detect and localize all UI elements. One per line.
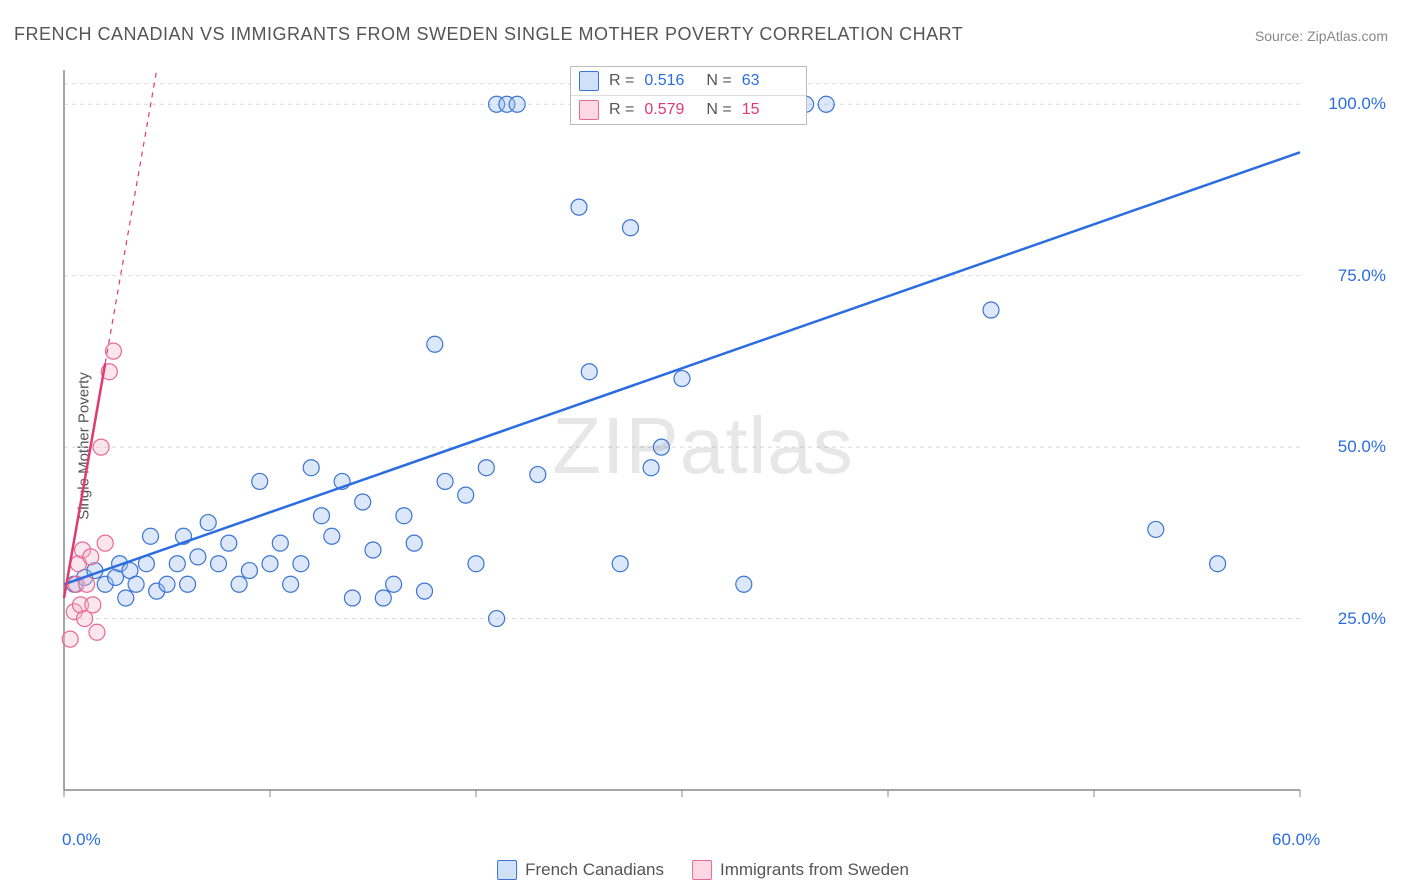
chart-container: FRENCH CANADIAN VS IMMIGRANTS FROM SWEDE… [0, 0, 1406, 892]
legend-stat-row: R = 0.516 N = 63 [571, 67, 806, 95]
n-value: 15 [742, 101, 794, 119]
legend-item: Immigrants from Sweden [692, 860, 909, 880]
y-tick-label: 100.0% [1328, 94, 1386, 114]
legend-swatch [579, 71, 599, 91]
plot-area [60, 60, 1390, 830]
correlation-legend: R = 0.516 N = 63 R = 0.579 N = 15 [570, 66, 807, 125]
y-tick-label: 25.0% [1338, 609, 1386, 629]
r-value: 0.516 [644, 72, 696, 90]
legend-label: Immigrants from Sweden [720, 860, 909, 880]
legend-item: French Canadians [497, 860, 664, 880]
y-tick-label: 75.0% [1338, 266, 1386, 286]
y-tick-label: 50.0% [1338, 437, 1386, 457]
n-label: N = [706, 72, 731, 90]
series-legend: French Canadians Immigrants from Sweden [497, 860, 909, 880]
legend-stat-row: R = 0.579 N = 15 [571, 95, 806, 124]
x-axis-max-label: 60.0% [1272, 830, 1320, 850]
r-label: R = [609, 101, 634, 119]
scatter-chart-svg [60, 60, 1390, 830]
source-label: Source: ZipAtlas.com [1255, 28, 1388, 44]
n-value: 63 [742, 72, 794, 90]
legend-swatch [579, 100, 599, 120]
legend-swatch [497, 860, 517, 880]
n-label: N = [706, 101, 731, 119]
x-axis-min-label: 0.0% [62, 830, 101, 850]
r-value: 0.579 [644, 101, 696, 119]
chart-title: FRENCH CANADIAN VS IMMIGRANTS FROM SWEDE… [14, 24, 963, 45]
legend-swatch [692, 860, 712, 880]
r-label: R = [609, 72, 634, 90]
legend-label: French Canadians [525, 860, 664, 880]
